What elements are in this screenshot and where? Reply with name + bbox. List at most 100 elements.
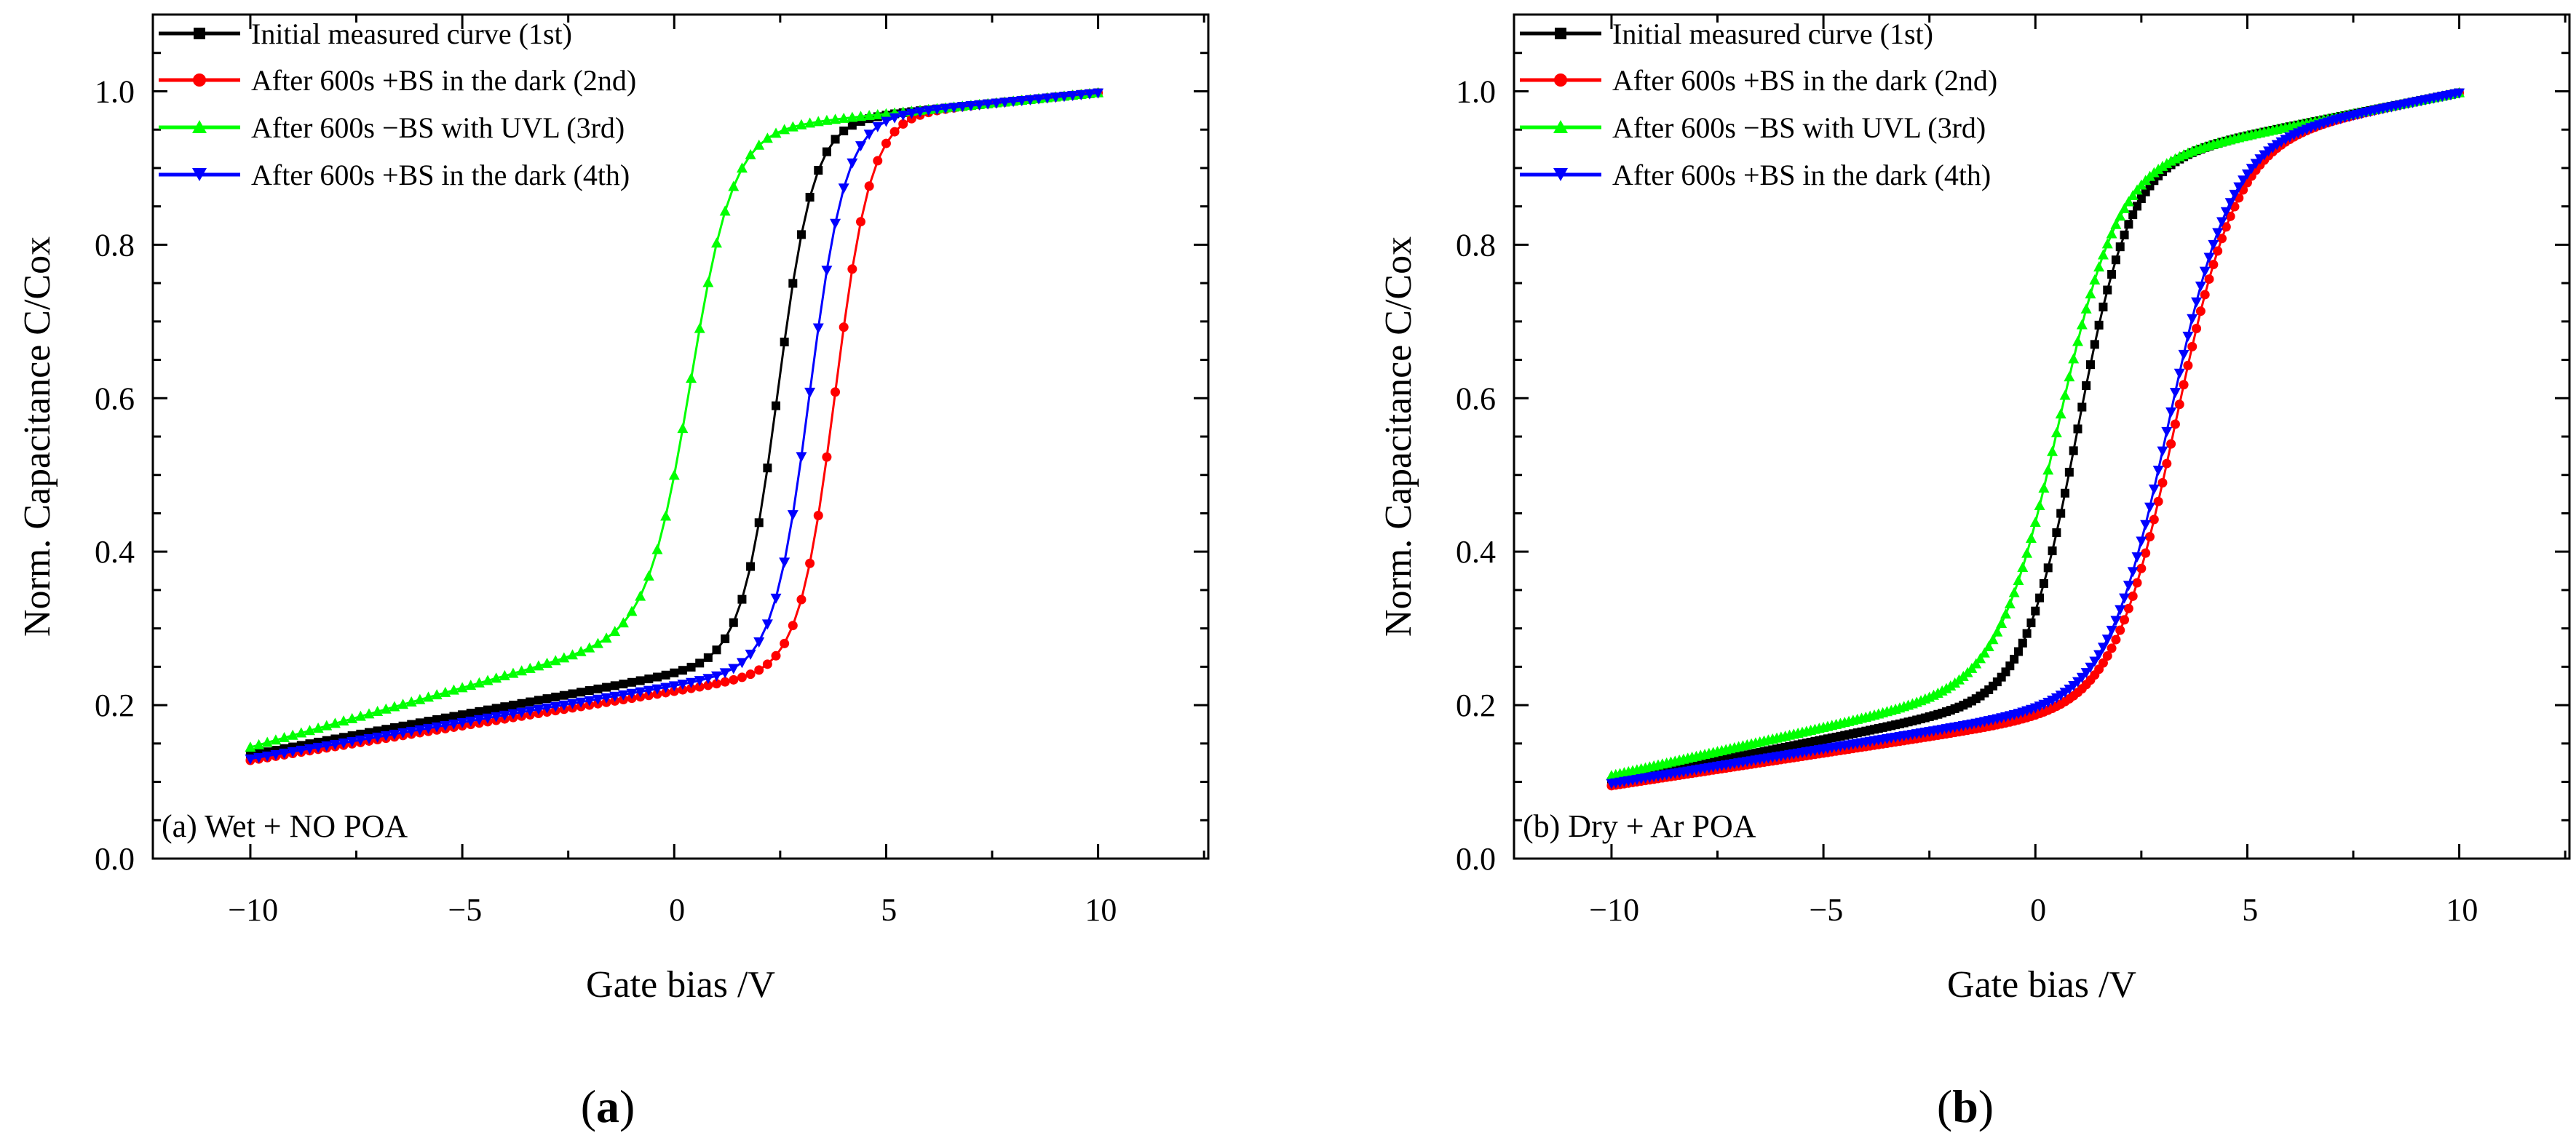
data-point (710, 671, 722, 682)
data-point (440, 686, 451, 697)
legend-entry: After 600s −BS with UVL (3rd) (159, 111, 625, 144)
data-point (695, 658, 705, 668)
data-point (2082, 381, 2091, 390)
data-point (592, 694, 603, 705)
data-point (796, 230, 806, 239)
data-point (889, 127, 900, 137)
data-point (389, 729, 400, 740)
data-point (651, 684, 663, 695)
data-point (2119, 202, 2131, 213)
data-point (779, 124, 790, 135)
data-point (745, 649, 756, 660)
data-point (847, 111, 858, 122)
data-point (449, 712, 459, 721)
data-point (397, 728, 409, 739)
data-point (686, 683, 697, 693)
data-point (619, 680, 628, 689)
data-point (1024, 95, 1036, 106)
data-point (737, 672, 747, 683)
y-tick-label: 0.2 (95, 688, 135, 723)
data-point (864, 181, 874, 191)
data-point (517, 699, 526, 708)
y-tick-label: 0.4 (1456, 534, 1496, 570)
data-point (2085, 662, 2096, 673)
data-point (762, 659, 772, 669)
data-point (2173, 368, 2185, 379)
x-tick-label: −10 (1589, 892, 1639, 928)
data-point (2073, 424, 2082, 434)
data-point (363, 733, 375, 744)
legend-b: Initial measured curve (1st) After 600s … (1520, 17, 1997, 191)
data-point (982, 99, 994, 110)
y-tick-label: 0.0 (95, 841, 135, 877)
data-point (448, 684, 459, 695)
y-tick-label: 0.0 (1456, 841, 1496, 877)
data-point (627, 677, 637, 687)
data-point (1941, 683, 1952, 693)
data-point (542, 694, 552, 704)
data-point (728, 180, 740, 191)
x-tick-label: 10 (2446, 892, 2478, 928)
legend-a: Initial measured curve (1st) After 600s … (159, 17, 636, 191)
data-point (405, 696, 417, 707)
data-point (1007, 97, 1019, 108)
data-point (2031, 606, 2040, 616)
data-point (644, 675, 654, 684)
data-point (2039, 578, 2048, 588)
data-point (804, 117, 816, 128)
data-point (2085, 360, 2095, 370)
data-point (424, 717, 433, 726)
legend-label: After 600s +BS in the dark (4th) (1612, 159, 1991, 191)
data-point (346, 736, 358, 747)
data-point (2216, 234, 2227, 244)
data-point (2008, 586, 2020, 597)
data-point (677, 423, 689, 434)
data-point (558, 652, 570, 663)
data-point (668, 681, 680, 692)
data-point (448, 719, 459, 730)
data-point (2127, 567, 2139, 578)
data-point (245, 754, 256, 765)
data-point (670, 668, 679, 677)
data-point (1975, 653, 1986, 664)
data-point (2090, 340, 2099, 349)
data-point (2182, 331, 2194, 342)
data-point (2115, 625, 2125, 635)
data-point (550, 701, 561, 712)
data-point (314, 737, 323, 747)
data-point (831, 387, 841, 397)
data-point (354, 735, 366, 746)
data-point (711, 679, 721, 689)
data-point (2035, 593, 2045, 602)
data-point (2064, 467, 2074, 477)
data-point (2208, 239, 2219, 250)
data-point (491, 704, 501, 713)
data-point (508, 700, 518, 709)
x-tick-label: 10 (1085, 892, 1117, 928)
data-point (2107, 643, 2117, 653)
data-point (380, 731, 392, 741)
x-tick-label: 0 (669, 892, 685, 928)
data-point (948, 103, 960, 114)
y-axis-title-b: Norm. Capacitance C/Cox (1378, 236, 1419, 637)
panel-a: −10 −5 0 5 10 0.0 0.2 0.4 0.6 0.8 1.0 Ga… (17, 13, 1210, 1132)
data-point (1978, 647, 1990, 658)
data-point (719, 668, 731, 679)
data-point (2195, 306, 2206, 317)
data-point (974, 100, 986, 111)
x-axis-title-b: Gate bias /V (1947, 964, 2136, 1006)
data-point (2153, 496, 2163, 506)
series-line (1611, 92, 2460, 777)
data-point (592, 637, 603, 648)
data-point (473, 715, 485, 725)
legend-entry: After 600s +BS in the dark (4th) (1520, 159, 1991, 191)
data-point (754, 665, 764, 675)
data-point (2128, 591, 2138, 601)
data-point (2004, 598, 2016, 609)
data-point (763, 463, 772, 473)
data-point (703, 653, 713, 662)
data-point (321, 720, 333, 731)
data-point (702, 674, 714, 685)
data-point (2120, 230, 2129, 239)
data-point (542, 703, 553, 714)
